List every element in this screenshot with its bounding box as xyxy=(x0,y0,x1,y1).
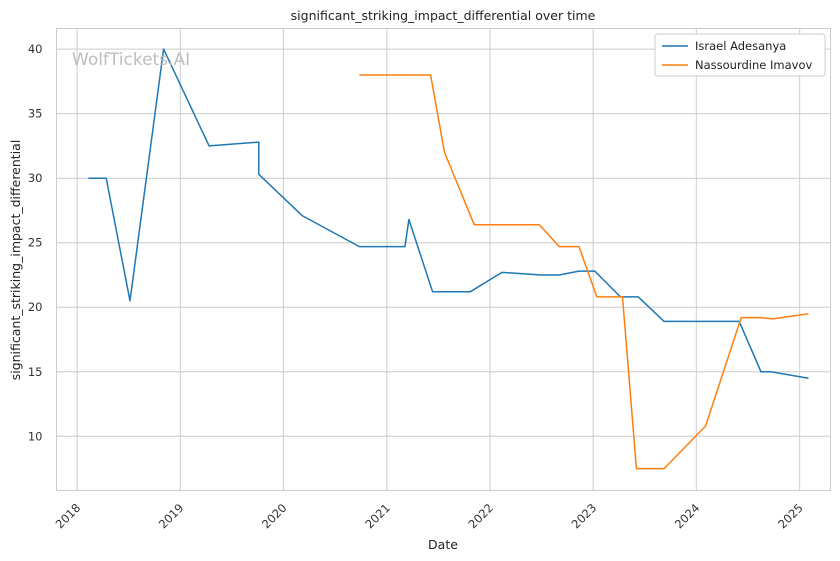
y-tick-label: 10 xyxy=(28,429,43,443)
y-tick-label: 35 xyxy=(28,107,43,121)
plot-area xyxy=(56,28,831,491)
x-tick-label: 2018 xyxy=(53,501,84,532)
x-tick-label: 2021 xyxy=(362,501,393,532)
y-tick-label: 30 xyxy=(28,171,43,185)
legend-box xyxy=(654,33,826,77)
watermark: WolfTickets.AI xyxy=(72,50,190,70)
x-tick-label: 2019 xyxy=(156,501,187,532)
legend: Israel Adesanya Nassourdine Imavov xyxy=(654,33,826,77)
y-tick-label: 40 xyxy=(28,42,43,56)
series-line-israel-adesanya xyxy=(88,48,809,379)
legend-label-israel: Israel Adesanya xyxy=(695,39,786,53)
x-tick-label: 2020 xyxy=(259,501,290,532)
y-tick-label: 15 xyxy=(28,365,43,379)
x-axis-label: Date xyxy=(428,537,458,552)
y-tick-label: 20 xyxy=(28,300,43,314)
y-tick-label: 25 xyxy=(28,236,43,250)
grid xyxy=(56,28,831,491)
chart-title: significant_striking_impact_differential… xyxy=(291,8,596,23)
series-line-nassourdine-imavov xyxy=(359,74,809,470)
x-tick-label: 2024 xyxy=(672,501,703,532)
legend-label-imavov: Nassourdine Imavov xyxy=(695,58,812,72)
x-tick-label: 2022 xyxy=(466,501,497,532)
series-layer xyxy=(88,48,809,470)
x-tick-label: 2023 xyxy=(569,501,600,532)
y-axis-label: significant_striking_impact_differential xyxy=(8,140,23,381)
x-tick-label: 2025 xyxy=(775,501,806,532)
